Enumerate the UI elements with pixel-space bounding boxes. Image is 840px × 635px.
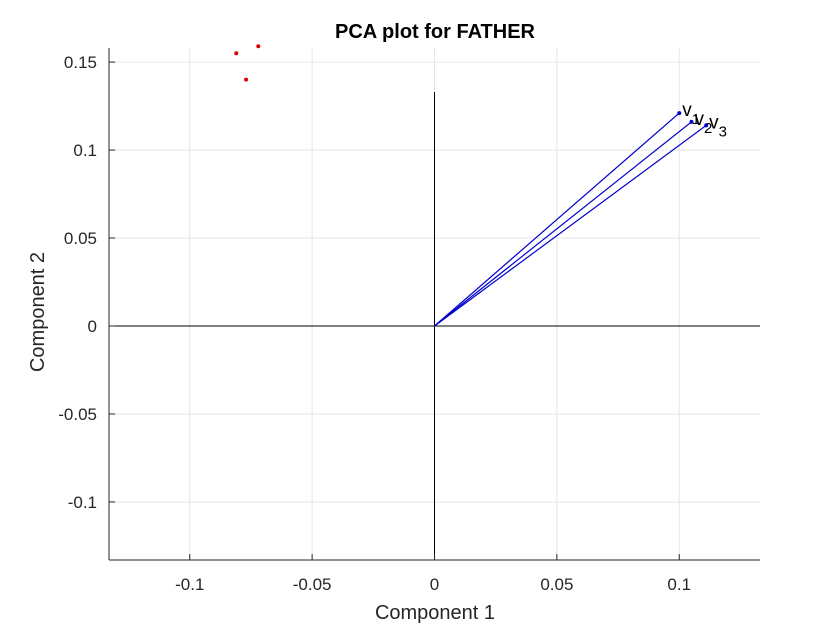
y-tick-label: 0.1 <box>73 141 97 160</box>
vector-line <box>434 124 707 327</box>
x-axis-label: Component 1 <box>375 602 495 624</box>
score-points <box>234 44 261 82</box>
x-tick-label: -0.1 <box>175 575 204 594</box>
vector-tip <box>677 111 682 116</box>
y-tick-label: -0.1 <box>68 493 97 512</box>
y-tick-label: 0 <box>88 317 97 336</box>
vector-label: v3 <box>709 112 727 140</box>
x-tick-label: 0.05 <box>540 575 573 594</box>
y-tick-label: 0.15 <box>64 53 97 72</box>
vector-tip <box>689 119 694 124</box>
vector-label: v2 <box>694 109 712 137</box>
x-tick-label: -0.05 <box>293 575 332 594</box>
score-point <box>256 44 261 49</box>
x-tick-label: 0 <box>430 575 439 594</box>
y-tick-label: -0.05 <box>58 405 97 424</box>
vector-tip <box>704 123 709 128</box>
vector-label: v1 <box>682 100 700 128</box>
score-point <box>234 51 239 56</box>
vector-line <box>434 112 680 327</box>
x-tick-label: 0.1 <box>667 575 691 594</box>
vector-line <box>434 121 692 327</box>
chart-title: PCA plot for FATHER <box>335 21 536 43</box>
tick-labels: -0.1 -0.05 0 0.05 0.1 -0.1 -0.05 0 0.05 0.1 0.15 <box>58 53 691 594</box>
score-point <box>244 77 249 82</box>
y-tick-label: 0.05 <box>64 229 97 248</box>
y-axis-label: Component 2 <box>27 252 49 372</box>
